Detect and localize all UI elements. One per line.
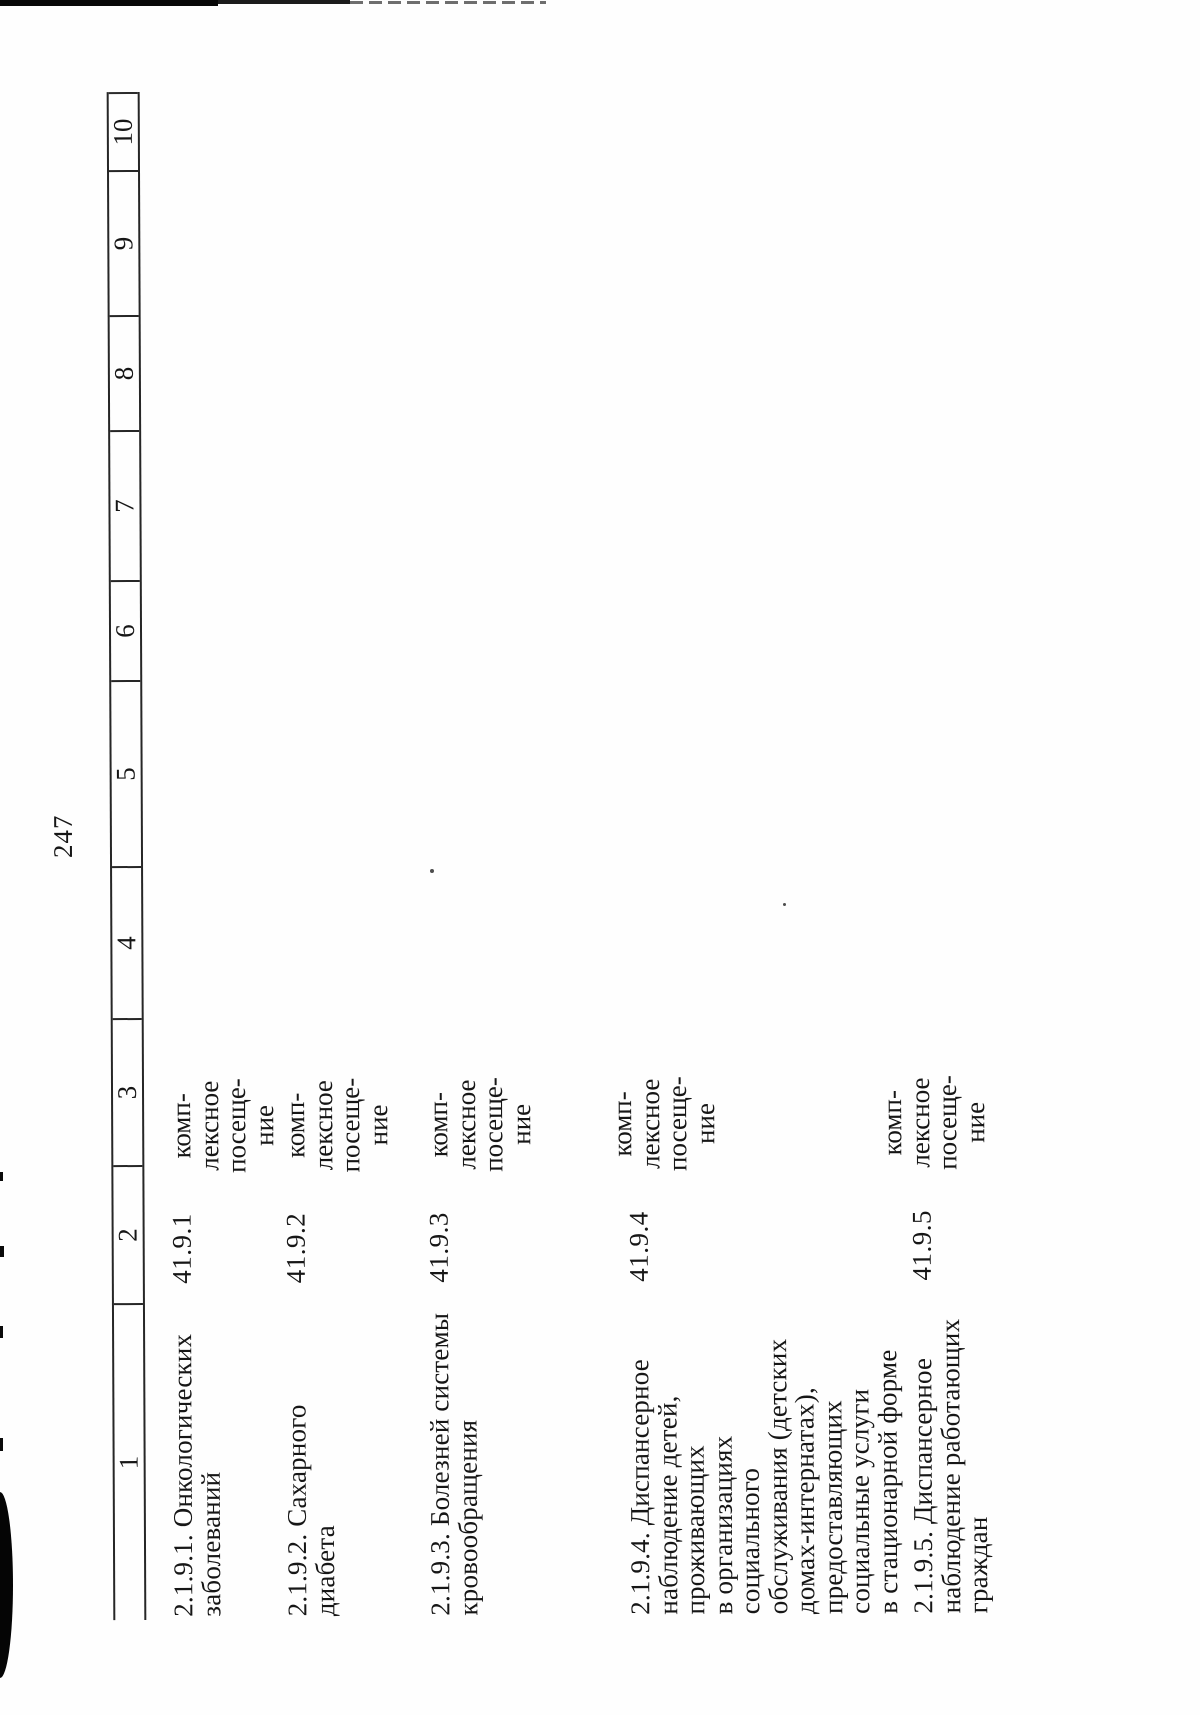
text-line: проживающих — [679, 1445, 711, 1615]
table-row: 2.1.9.1. Онкологических заболеваний 41.9… — [164, 92, 279, 1620]
text-line: комп- — [423, 1092, 454, 1158]
text-line: комп- — [166, 1093, 197, 1159]
text-line: лексное — [904, 1077, 935, 1168]
table-row: 2.1.9.4. Диспансерное наблюдение детей, … — [607, 89, 903, 1618]
text-line: 2.1.9.4. Диспансерное — [624, 1359, 656, 1615]
row-name-cell: 2.1.9.4. Диспансерное наблюдение детей, … — [624, 1284, 903, 1618]
text-line: ние — [689, 1103, 720, 1145]
text-line: посеще- — [334, 1077, 366, 1173]
scan-artifact-top-streak-dark — [0, 0, 218, 6]
scan-artifact-edge-tick — [0, 1438, 3, 1451]
header-cell-4: 4 — [111, 868, 142, 1021]
text-line: посеще- — [477, 1077, 509, 1172]
scan-artifact-speck — [783, 903, 786, 906]
text-line: социальные услуги — [844, 1388, 876, 1614]
text-line: 2.1.9.3. Болезней системы — [423, 1312, 456, 1616]
text-line: обслуживания (детских — [761, 1338, 793, 1615]
text-line: лексное — [307, 1080, 338, 1171]
text-line: домах-интернатах), — [789, 1387, 821, 1615]
text-line: комп- — [607, 1091, 638, 1157]
scan-artifact-edge-tick — [0, 1172, 3, 1181]
scan-artifact-top-streak-dashes — [350, 1, 546, 4]
header-cell-10: 10 — [108, 92, 139, 173]
row-name-cell: 2.1.9.2. Сахарного диабета — [281, 1286, 340, 1619]
table-row: 2.1.9.5. Диспансерное наблюдение работаю… — [877, 88, 994, 1616]
text-line: посеще- — [220, 1078, 252, 1173]
row-name-cell: 2.1.9.5. Диспансерное наблюдение работаю… — [907, 1283, 994, 1616]
table-row: 2.1.9.3. Болезней системы кровообращения… — [421, 91, 536, 1619]
row-unit-cell: комп- лексное посеще- ние — [423, 1036, 536, 1212]
row-code-cell: 41.9.4 — [623, 1211, 654, 1282]
row-code-cell: 41.9.2 — [280, 1212, 311, 1284]
text-line: 2.1.9.2. Сахарного — [281, 1404, 313, 1617]
row-name-cell: 2.1.9.1. Онкологических заболеваний — [167, 1287, 226, 1620]
text-line: комп- — [280, 1092, 311, 1159]
text-line: кровообращения — [451, 1419, 483, 1616]
text-line: ние — [959, 1101, 990, 1143]
text-line: 2.1.9.5. Диспансерное — [907, 1357, 939, 1614]
header-cell-8: 8 — [109, 317, 140, 433]
table-row: 2.1.9.2. Сахарного диабета 41.9.2 комп- … — [278, 91, 393, 1619]
page-number: 247 — [47, 814, 79, 859]
text-line: 2.1.9.1. Онкологических — [167, 1333, 199, 1617]
header-cell-5: 5 — [111, 682, 142, 869]
scan-artifact-edge-tick — [0, 1326, 3, 1338]
header-cell-9: 9 — [108, 172, 139, 318]
row-unit-cell: комп- лексное посеще- ние — [607, 1035, 720, 1211]
text-line: граждан — [962, 1516, 994, 1614]
header-cell-2: 2 — [113, 1166, 143, 1306]
row-unit-cell: комп- лексное посеще- ние — [280, 1037, 393, 1213]
text-line: наблюдение детей, — [651, 1395, 683, 1615]
text-line: ние — [248, 1104, 279, 1146]
text-line: лексное — [193, 1080, 224, 1171]
text-line: посеще- — [931, 1075, 963, 1170]
header-cell-7: 7 — [109, 432, 140, 583]
text-line: в организациях — [707, 1435, 738, 1615]
scan-artifact-top-streak-mid — [218, 0, 350, 4]
text-line: комп- — [877, 1090, 908, 1156]
text-line: наблюдение работающих — [934, 1318, 966, 1614]
text-line: заболеваний — [195, 1471, 226, 1617]
text-line: лексное — [450, 1079, 481, 1170]
text-line: социального — [734, 1467, 766, 1615]
text-line: диабета — [309, 1525, 340, 1617]
row-code-cell: 41.9.5 — [906, 1210, 937, 1281]
text-line: лексное — [634, 1078, 665, 1169]
text-line: ние — [362, 1104, 393, 1146]
header-cell-3: 3 — [112, 1020, 143, 1168]
header-cell-6: 6 — [110, 582, 141, 683]
text-line: в стационарной форме — [871, 1349, 903, 1614]
table-header-row: 1 2 3 4 5 6 7 8 9 10 — [106, 92, 147, 1621]
scan-artifact-page-curl — [0, 1492, 13, 1678]
text-line: посеще- — [661, 1076, 693, 1172]
text-line: ние — [505, 1103, 536, 1145]
header-cell-1: 1 — [113, 1455, 144, 1470]
row-code-cell: 41.9.3 — [423, 1212, 454, 1283]
row-code-cell: 41.9.1 — [166, 1213, 197, 1284]
text-line: предоставляющих — [816, 1400, 848, 1615]
scan-artifact-edge-tick — [0, 1246, 4, 1257]
row-unit-cell: комп- лексное посеще- ние — [166, 1037, 279, 1213]
row-unit-cell: комп- лексное посеще- ние — [877, 1034, 990, 1210]
row-name-cell: 2.1.9.3. Болезней системы кровообращения — [423, 1286, 483, 1619]
scan-artifact-speck — [430, 869, 434, 873]
